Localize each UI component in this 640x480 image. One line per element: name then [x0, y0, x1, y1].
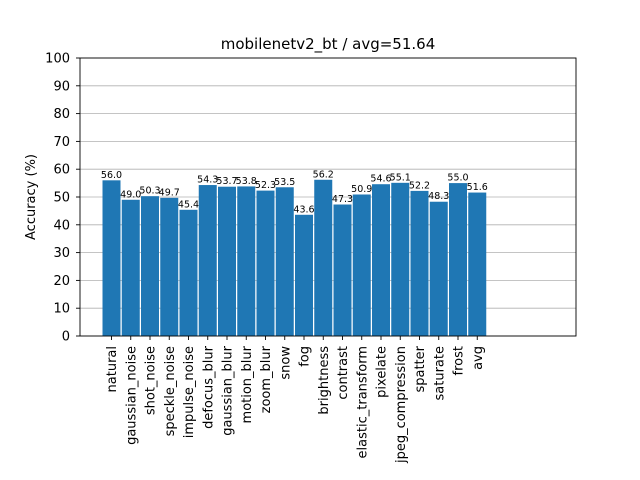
y-tick-label: 90 [53, 79, 70, 94]
bar-contrast [333, 204, 352, 336]
bars [102, 179, 487, 336]
y-axis: 0 10 20 30 40 50 60 70 80 90 100 [45, 52, 80, 345]
y-tick-label: 100 [45, 52, 70, 67]
data-label-jpeg-compression: 55.1 [390, 172, 411, 183]
y-tick-label: 0 [62, 330, 70, 345]
x-tick-label: zoom_blur [259, 345, 274, 413]
y-tick-label: 50 [53, 191, 70, 206]
bar-defocus-blur [198, 185, 217, 336]
x-tick-label: defocus_blur [201, 345, 216, 429]
bar-fog [295, 214, 313, 336]
data-label-speckle-noise: 49.7 [159, 187, 180, 198]
y-tick-label: 80 [53, 107, 70, 122]
x-tick-label: saturate [432, 346, 447, 400]
x-tick-label: natural [105, 346, 120, 392]
y-tick-label: 20 [53, 274, 70, 289]
bar-motion-blur [237, 186, 256, 336]
bar-gaussian-noise [121, 199, 140, 336]
x-tick-label: avg [471, 346, 486, 370]
data-label-zoom-blur: 52.3 [255, 180, 276, 191]
y-axis-label: Accuracy (%) [24, 154, 39, 240]
y-tick-label: 70 [53, 135, 70, 150]
data-label-brightness: 56.2 [313, 169, 334, 180]
x-tick-label: brightness [317, 346, 332, 415]
y-tick-label: 60 [53, 163, 70, 178]
x-tick-label: spatter [413, 345, 428, 392]
chart-title: mobilenetv2_bt / avg=51.64 [221, 35, 436, 54]
data-label-frost: 55.0 [447, 173, 468, 184]
bar-brightness [314, 179, 333, 336]
bar-avg [468, 192, 487, 336]
bar-zoom-blur [256, 190, 275, 336]
bar-gaussian-blur [218, 186, 236, 336]
data-label-pixelate: 54.6 [370, 174, 391, 185]
x-tick-label: jpeg_compression [394, 346, 409, 464]
data-label-saturate: 48.3 [428, 191, 449, 202]
data-label-defocus-blur: 54.3 [197, 175, 218, 186]
bar-impulse-noise [179, 209, 198, 336]
x-tick-label: gaussian_blur [221, 345, 236, 435]
data-label-natural: 56.0 [101, 170, 122, 181]
x-tick-label: elastic_transform [355, 346, 370, 458]
bar-spatter [410, 190, 429, 336]
data-label-gaussian-noise: 49.0 [120, 189, 141, 200]
data-label-fog: 43.6 [293, 204, 314, 215]
bar-saturate [429, 201, 448, 336]
bar-speckle-noise [160, 197, 179, 336]
y-tick-label: 30 [53, 246, 70, 261]
y-tick-label: 10 [53, 302, 70, 317]
data-label-impulse-noise: 45.4 [178, 199, 199, 210]
data-label-spatter: 52.2 [409, 180, 430, 191]
bar-elastic-transform [352, 194, 371, 336]
data-label-avg: 51.6 [467, 182, 488, 193]
x-tick-label: impulse_noise [182, 346, 197, 438]
x-tick-label: fog [298, 346, 313, 367]
x-tick-label: gaussian_noise [124, 346, 139, 445]
y-tick-label: 40 [53, 218, 70, 233]
data-labels: 56.0 49.050.349.745.4 54.353.753.852.353.5… [101, 169, 488, 215]
x-tick-label: shot_noise [144, 346, 159, 415]
bar-shot-noise [141, 196, 159, 336]
x-tick-label: speckle_noise [163, 346, 178, 436]
data-label-elastic-transform: 50.9 [351, 184, 372, 195]
bar-natural [102, 180, 121, 336]
x-tick-label: contrast [336, 346, 351, 400]
data-label-gaussian-blur: 53.7 [216, 176, 237, 187]
bar-pixelate [372, 184, 390, 336]
data-label-shot-noise: 50.3 [139, 186, 160, 197]
x-tick-label: motion_blur [240, 345, 255, 423]
data-label-snow: 53.5 [274, 177, 295, 188]
x-tick-label: frost [452, 346, 467, 375]
data-label-motion-blur: 53.8 [236, 176, 257, 187]
bar-snow [275, 187, 294, 336]
x-tick-label: snow [278, 346, 293, 380]
data-label-contrast: 47.3 [332, 194, 353, 205]
x-tick-label: pixelate [375, 346, 390, 398]
bar-jpeg-compression [391, 182, 410, 336]
x-axis: natural gaussian_noise shot_noise speckle_n… [105, 336, 486, 464]
bar-frost [449, 183, 467, 336]
